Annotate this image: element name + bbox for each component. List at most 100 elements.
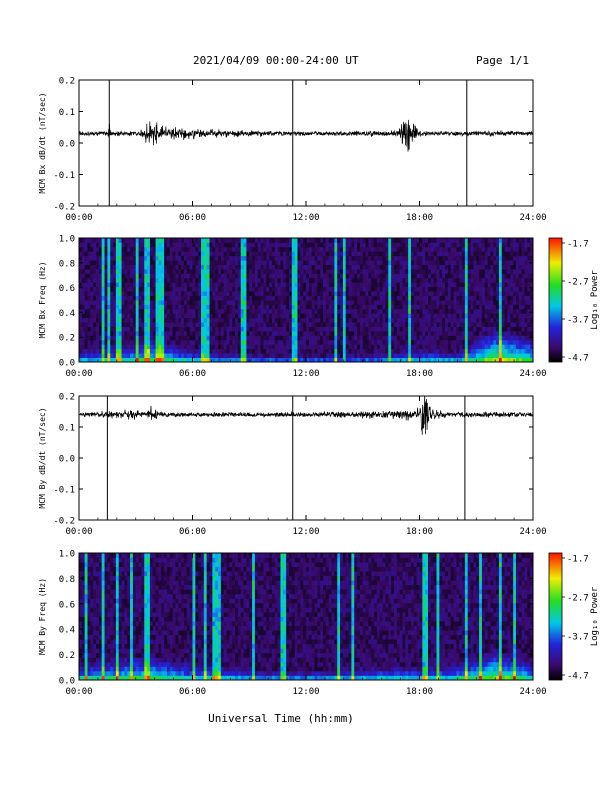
heatmap-cell [413,255,418,261]
heatmap-cell [79,666,83,672]
heatmap-cell [425,353,429,358]
heatmap-cell [513,260,517,265]
heatmap-cell [132,322,137,327]
heatmap-cell [470,286,474,292]
heatmap-cell [493,264,497,270]
heatmap-cell [175,260,179,265]
heatmap-cell [527,308,531,314]
heatmap-cell [391,304,395,310]
heatmap-cell [81,616,86,622]
heatmap-cell [476,322,480,327]
heatmap-cell [172,300,176,305]
heatmap-cell [487,304,491,310]
heatmap-cell [515,317,520,323]
heatmap-cell [107,639,111,645]
heatmap-cell [308,326,313,332]
heatmap-cell [442,353,446,358]
heatmap-cell [127,331,131,336]
heatmap-cell [464,255,469,261]
heatmap-cell [425,260,429,265]
heatmap-cell [530,322,533,327]
heatmap-cell [130,264,134,270]
heatmap-cell [425,273,429,279]
heatmap-cell [385,277,389,283]
heatmap-cell [323,260,327,265]
heatmap-cell [436,251,440,257]
heatmap-cell [294,300,298,305]
heatmap-cell [365,357,369,362]
heatmap-cell [428,295,432,301]
heatmap-cell [183,357,188,362]
heatmap-cell [218,251,222,257]
heatmap-cell [81,657,86,663]
heatmap-cell [138,357,142,362]
heatmap-cell [229,246,233,252]
heatmap-cell [138,335,142,341]
heatmap-cell [169,335,174,341]
heatmap-cell [149,269,154,274]
heatmap-cell [453,326,457,332]
heatmap-cell [104,348,108,354]
heatmap-cell [490,269,494,274]
heatmap-cell [515,260,520,265]
heatmap-cell [130,255,134,261]
heatmap-cell [164,242,168,248]
heatmap-cell [186,322,191,327]
heatmap-cell [254,335,259,341]
heatmap-cell [246,277,250,283]
heatmap-cell [487,273,491,279]
heatmap-cell [195,357,199,362]
heatmap-cell [155,295,159,301]
heatmap-cell [124,238,128,243]
heatmap-cell [135,353,139,358]
heatmap-cell [93,643,97,649]
heatmap-cell [266,260,270,265]
heatmap-cell [220,255,225,261]
heatmap-cell [493,331,497,336]
heatmap-cell [110,295,114,301]
heatmap-cell [110,348,114,354]
heatmap-cell [493,353,497,358]
heatmap-cell [277,348,281,354]
heatmap-cell [325,286,330,292]
heatmap-cell [430,269,435,274]
heatmap-cell [172,304,176,310]
heatmap-cell [476,313,480,319]
heatmap-cell [291,304,296,310]
heatmap-cell [419,238,423,243]
heatmap-cell [183,269,188,274]
heatmap-cell [186,277,191,283]
heatmap-cell [436,326,440,332]
heatmap-cell [166,348,171,354]
heatmap-cell [402,269,406,274]
heatmap-cell [130,317,134,323]
heatmap-cell [79,300,83,305]
heatmap-cell [382,255,386,261]
heatmap-cell [260,300,264,305]
heatmap-cell [442,242,446,248]
heatmap-cell [254,313,259,319]
heatmap-cell [175,335,179,341]
heatmap-cell [90,339,94,345]
heatmap-cell [422,353,426,358]
heatmap-cell [487,331,491,336]
heatmap-cell [365,260,369,265]
heatmap-cell [118,264,122,270]
heatmap-cell [271,308,276,314]
heatmap-cell [391,238,395,243]
heatmap-cell [79,630,83,636]
heatmap-cell [220,300,225,305]
heatmap-cell [453,242,457,248]
heatmap-cell [376,238,381,243]
heatmap-cell [300,322,304,327]
heatmap-cell [243,251,247,257]
heatmap-cell [518,260,523,265]
heatmap-cell [354,295,358,301]
heatmap-cell [266,277,270,283]
heatmap-cell [147,238,151,243]
heatmap-cell [101,348,105,354]
heatmap-cell [300,326,304,332]
heatmap-cell [286,286,290,292]
heatmap-cell [101,260,105,265]
heatmap-cell [291,326,296,332]
